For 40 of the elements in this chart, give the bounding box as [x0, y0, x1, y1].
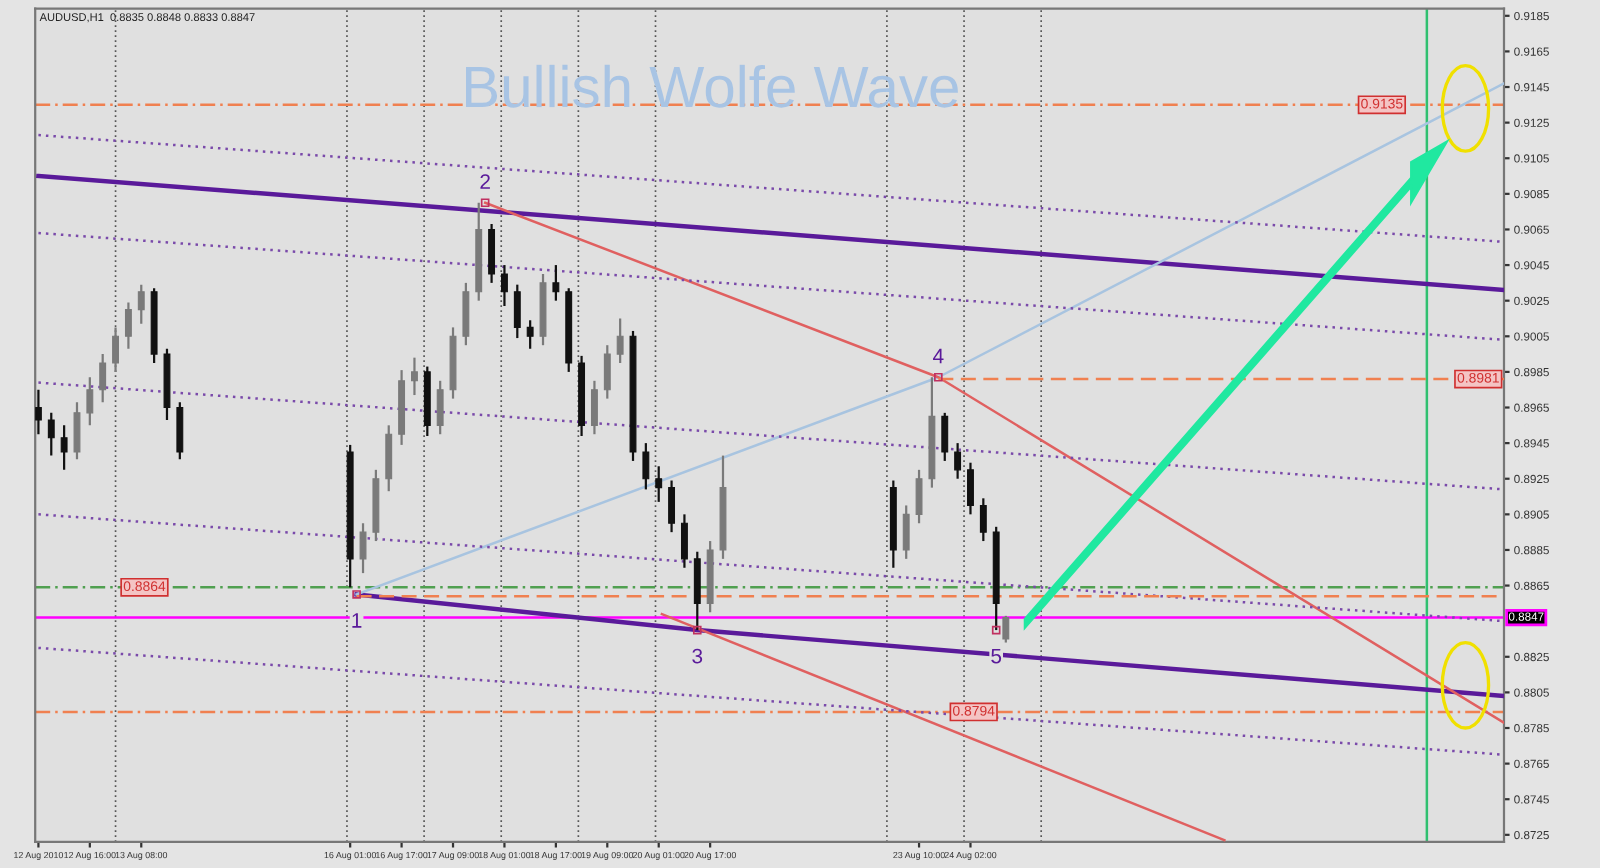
- candlestick: [176, 401, 184, 461]
- candlestick: [60, 424, 68, 471]
- candlestick: [668, 479, 676, 534]
- candlestick: [967, 461, 974, 516]
- candlestick: [655, 465, 663, 503]
- candlestick: [642, 442, 650, 491]
- annotation: 4: [933, 348, 944, 364]
- candlestick: [47, 411, 55, 457]
- candlestick: [513, 283, 521, 340]
- candlestick: [462, 281, 470, 347]
- candlestick: [86, 376, 94, 427]
- candlestick: [979, 497, 987, 543]
- annotation: 3: [692, 648, 703, 664]
- annotation: 1: [352, 613, 362, 628]
- candlestick: [73, 401, 81, 461]
- annotation: 2: [480, 174, 490, 189]
- candlestick: [902, 504, 910, 560]
- candlestick: [915, 468, 923, 525]
- candlestick: [954, 442, 962, 480]
- candlestick: [1002, 614, 1010, 644]
- candlestick: [488, 223, 496, 284]
- candlestick: [552, 263, 560, 302]
- candlestick: [616, 317, 624, 365]
- candlestick: [359, 522, 367, 575]
- text: Bullish Wolfe Wave: [466, 64, 958, 108]
- candlestick: [35, 388, 42, 436]
- candlestick: [385, 424, 393, 493]
- candlestick: [137, 283, 145, 325]
- candlestick: [526, 319, 534, 350]
- annotation: 5: [991, 648, 1002, 664]
- candlestick: [124, 301, 132, 350]
- candlestick: [436, 379, 444, 436]
- candlestick: [590, 379, 598, 436]
- candlestick: [941, 411, 949, 463]
- candlestick: [500, 263, 508, 308]
- candlestick: [603, 344, 611, 400]
- candlestick: [411, 356, 418, 397]
- candlestick: [112, 326, 119, 374]
- candlestick: [680, 513, 688, 569]
- candlestick: [99, 352, 107, 404]
